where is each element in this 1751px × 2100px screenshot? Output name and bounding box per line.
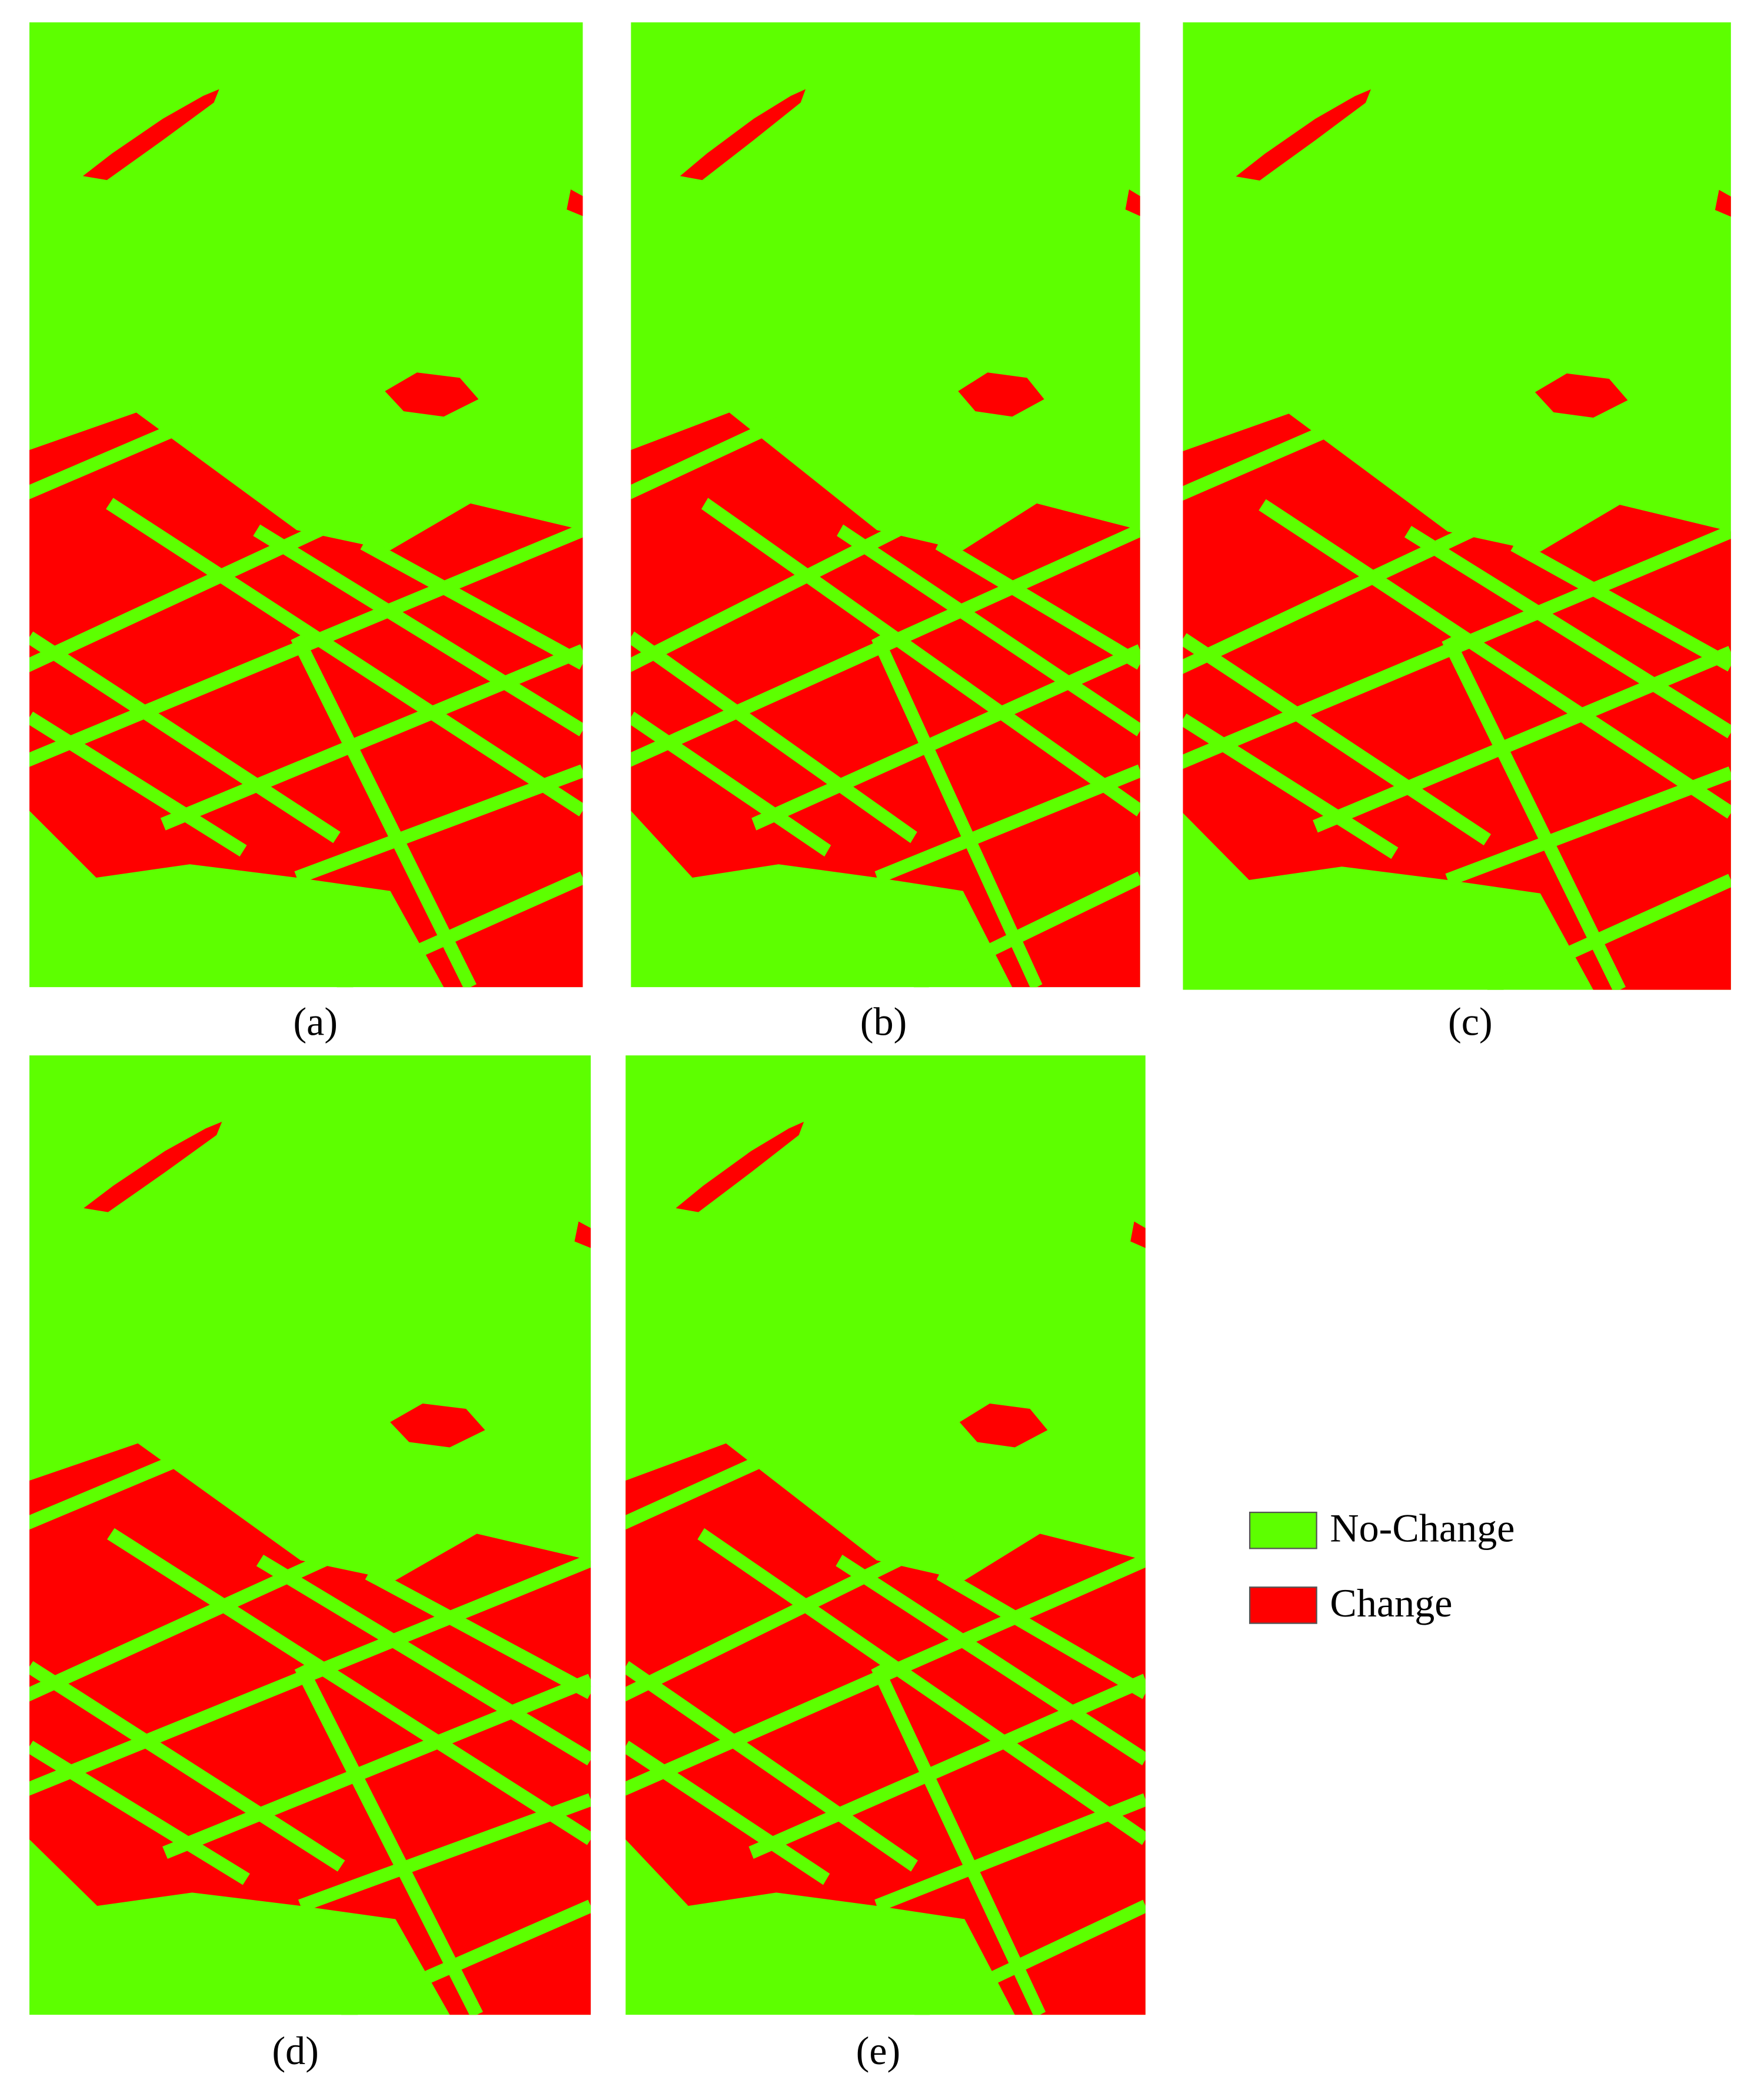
panel-label: (c): [1448, 999, 1493, 1044]
panel-label: (a): [293, 999, 338, 1044]
legend-swatch: [1249, 1586, 1317, 1624]
change-map: [606, 22, 1140, 987]
change-map: [3, 22, 583, 987]
panel-label: (d): [272, 2028, 318, 2073]
legend-label: No-Change: [1330, 1506, 1514, 1551]
change-map: [2, 1055, 591, 2015]
panel-label: (b): [860, 999, 907, 1044]
legend-label: Change: [1330, 1581, 1452, 1625]
panel-label: (e): [856, 2028, 901, 2073]
legend-swatch: [1249, 1511, 1317, 1549]
change-map: [600, 1055, 1145, 2015]
change-map: [1157, 22, 1731, 990]
